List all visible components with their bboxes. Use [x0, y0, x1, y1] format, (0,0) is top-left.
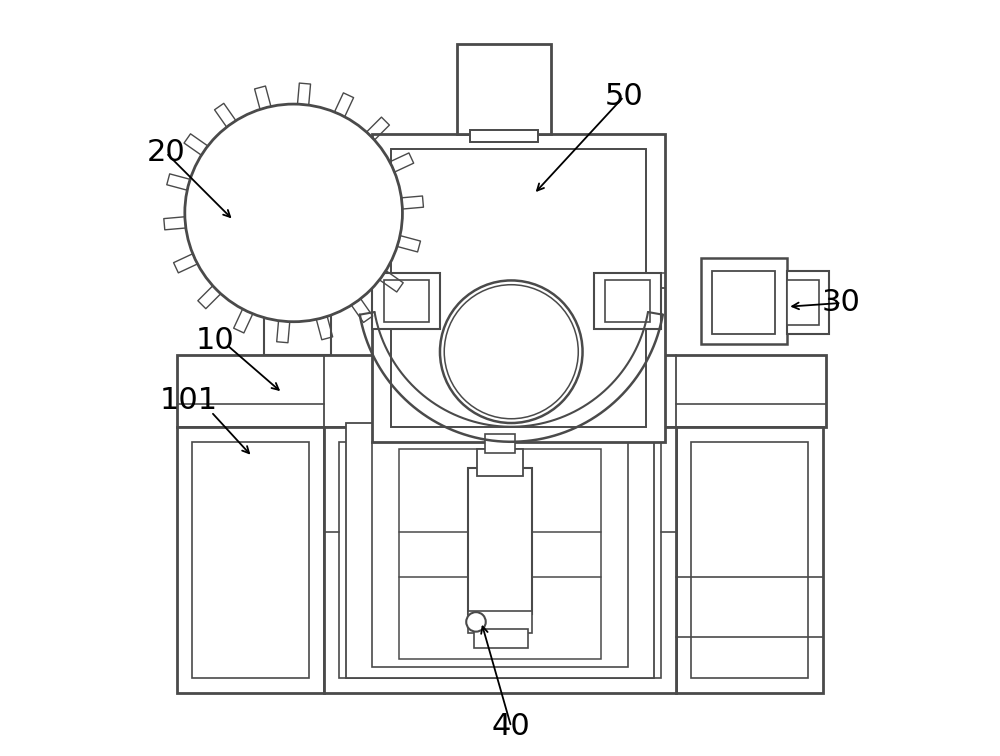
Bar [372, 273, 440, 329]
Bar [787, 280, 819, 326]
Bar [384, 280, 429, 322]
Circle shape [466, 612, 486, 632]
Circle shape [444, 285, 578, 419]
Bar [372, 134, 665, 442]
Bar [676, 427, 823, 693]
Bar [457, 44, 551, 134]
Bar [346, 423, 654, 678]
Bar [372, 442, 628, 667]
Text: 40: 40 [492, 712, 531, 742]
Bar [275, 277, 318, 307]
Bar [477, 449, 523, 476]
Bar [474, 630, 528, 648]
Text: 50: 50 [604, 82, 643, 111]
Text: 20: 20 [147, 138, 185, 167]
Bar [192, 442, 309, 678]
Bar [339, 442, 661, 678]
Bar [787, 271, 829, 334]
Bar [712, 271, 775, 334]
Bar [485, 434, 515, 453]
Bar [324, 427, 676, 693]
Circle shape [440, 280, 583, 423]
Bar [399, 449, 601, 659]
Text: 30: 30 [822, 289, 861, 318]
Bar [264, 284, 331, 355]
Bar [468, 611, 532, 634]
Bar [177, 355, 826, 427]
Circle shape [185, 104, 402, 322]
Bar [605, 280, 650, 322]
Text: 10: 10 [195, 326, 234, 355]
Bar [701, 258, 787, 344]
Bar [691, 442, 808, 678]
Bar [468, 468, 532, 615]
Bar [391, 149, 646, 427]
Bar [177, 427, 324, 693]
Bar [470, 130, 538, 141]
Text: 101: 101 [160, 386, 218, 415]
Bar [594, 273, 661, 329]
